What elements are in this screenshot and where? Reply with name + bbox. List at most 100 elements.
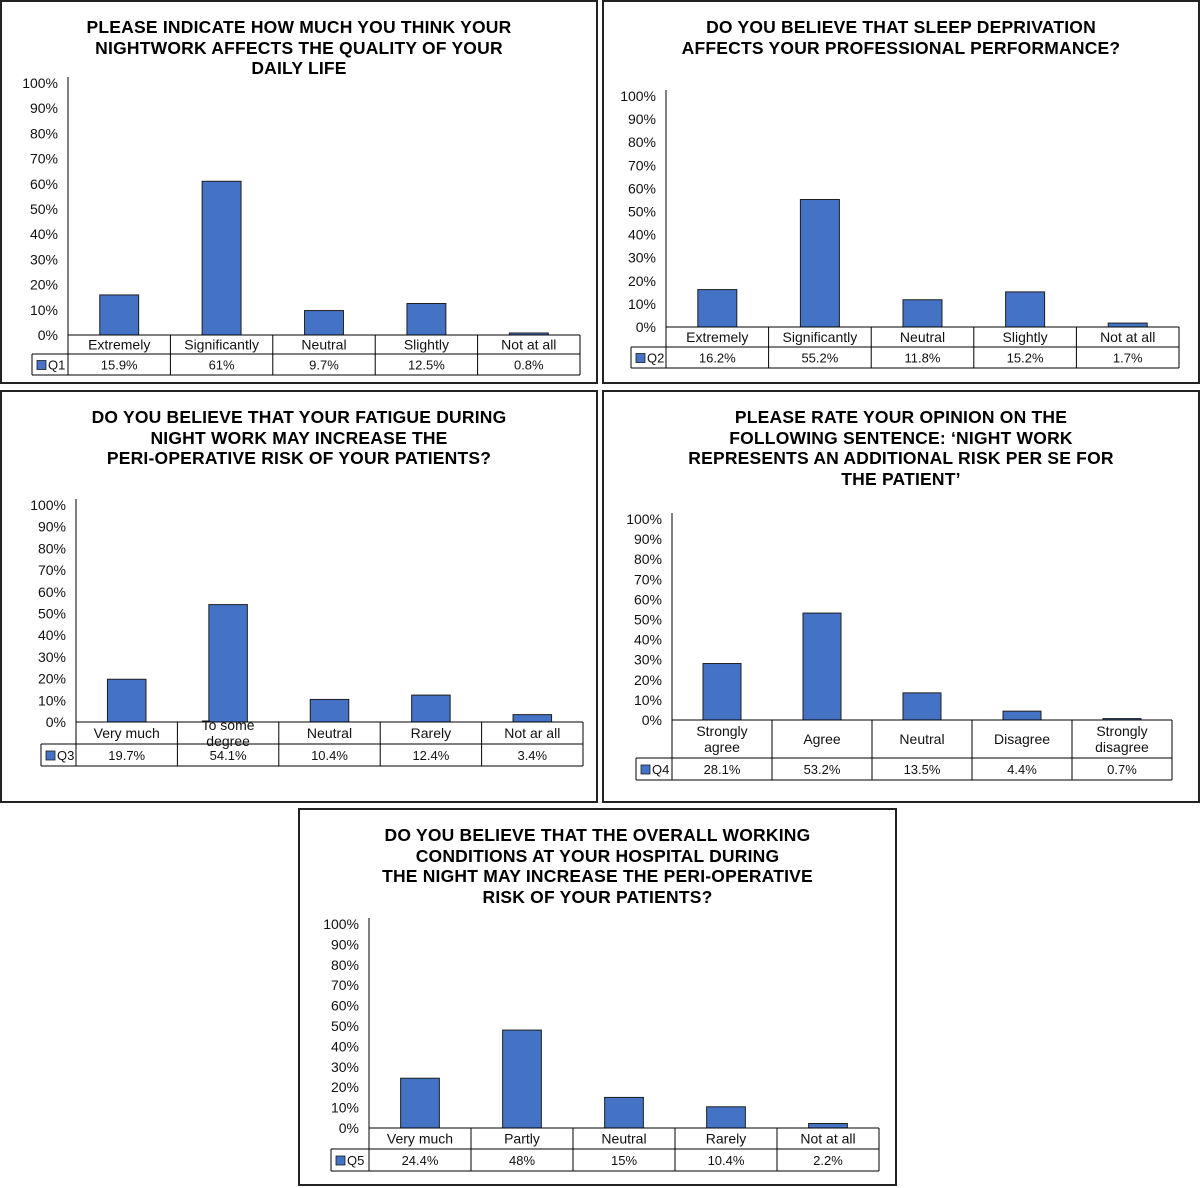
- y-tick-label: 50%: [628, 204, 656, 220]
- legend-label: Q3: [57, 748, 74, 763]
- bar: [1002, 710, 1042, 721]
- bar: [697, 289, 738, 328]
- bar: [702, 663, 742, 721]
- bar: [99, 294, 140, 336]
- y-tick-label: 30%: [30, 251, 58, 267]
- category-label: Not at all: [501, 337, 556, 353]
- y-tick-label: 0%: [642, 712, 662, 728]
- category-label: Very much: [387, 1131, 453, 1147]
- y-tick-label: 20%: [30, 277, 58, 293]
- legend-key: [335, 1155, 346, 1166]
- y-tick-label: 100%: [22, 75, 58, 91]
- category-label: Agree: [803, 731, 841, 747]
- category-label: Rarely: [706, 1131, 746, 1147]
- y-tick-label: 40%: [30, 226, 58, 242]
- y-tick-label: 80%: [331, 957, 359, 973]
- chart-title: PLEASE RATE YOUR OPINION ON THE FOLLOWIN…: [604, 407, 1198, 489]
- data-value-label: 4.4%: [1007, 762, 1037, 777]
- y-tick-label: 20%: [38, 671, 66, 687]
- category-label: Slightly: [404, 337, 449, 353]
- y-tick-label: 80%: [628, 134, 656, 150]
- data-value-label: 0.7%: [1107, 762, 1137, 777]
- category-label: Partly: [504, 1131, 540, 1147]
- bar: [706, 1106, 746, 1129]
- category-label: Significantly: [783, 329, 858, 345]
- category-label: Very much: [94, 725, 160, 741]
- y-tick-label: 30%: [634, 652, 662, 668]
- category-label: Neutral: [301, 337, 346, 353]
- chart-title-line: NIGHTWORK AFFECTS THE QUALITY OF YOUR: [95, 37, 503, 58]
- y-tick-label: 100%: [30, 497, 66, 513]
- y-tick-label: 60%: [628, 180, 656, 196]
- y-tick-label: 80%: [30, 125, 58, 141]
- y-tick-label: 80%: [634, 551, 662, 567]
- bar: [902, 692, 942, 721]
- category-label: Neutral: [601, 1131, 646, 1147]
- category-label: Neutral: [899, 731, 944, 747]
- y-tick-label: 90%: [628, 111, 656, 127]
- data-value-label: 48%: [509, 1153, 535, 1168]
- y-tick-label: 30%: [38, 649, 66, 665]
- bar: [304, 310, 344, 336]
- bar: [808, 1123, 848, 1129]
- data-value-label: 19.7%: [108, 748, 145, 763]
- bar: [604, 1096, 644, 1129]
- bar: [411, 694, 451, 723]
- category-label: Rarely: [411, 725, 451, 741]
- category-label: Disagree: [994, 731, 1050, 747]
- data-value-label: 3.4%: [517, 748, 547, 763]
- y-tick-label: 0%: [46, 714, 66, 730]
- chart-panel-q1: PLEASE INDICATE HOW MUCH YOU THINK YOUR …: [0, 0, 598, 384]
- bar: [502, 1029, 542, 1129]
- category-label: To some degree: [202, 717, 255, 749]
- data-value-label: 55.2%: [801, 351, 838, 366]
- data-value-label: 15.2%: [1007, 351, 1044, 366]
- data-value-label: 12.4%: [412, 748, 449, 763]
- chart-title: DO YOU BELIEVE THAT THE OVERALL WORKING …: [300, 825, 895, 907]
- category-label: Not at all: [1100, 329, 1155, 345]
- legend-label: Q4: [652, 762, 669, 777]
- chart-title-line: THE PATIENT’: [841, 468, 961, 489]
- data-value-label: 15%: [611, 1153, 637, 1168]
- y-tick-label: 70%: [30, 151, 58, 167]
- y-tick-label: 60%: [30, 176, 58, 192]
- bar: [1107, 322, 1148, 328]
- y-tick-label: 70%: [634, 571, 662, 587]
- y-tick-label: 90%: [38, 519, 66, 535]
- chart-title-line: RISK OF YOUR PATIENTS?: [482, 886, 713, 907]
- y-tick-label: 20%: [634, 672, 662, 688]
- bar-chart-q2: 0% 10% 20% 30% 40% 50% 60% 70% 80% 90% 100% Extreme…: [620, 88, 1180, 369]
- y-tick-label: 50%: [331, 1018, 359, 1034]
- data-value-label: 54.1%: [210, 748, 247, 763]
- category-label: Not at all: [800, 1131, 855, 1147]
- bar-chart-q3: 0% 10% 20% 30% 40% 50% 60% 70% 80% 90% 100% Very mu…: [30, 497, 584, 767]
- chart-title-line: FOLLOWING SENTENCE: ‘NIGHT WORK: [729, 427, 1073, 448]
- bar: [106, 678, 147, 723]
- data-value-label: 13.5%: [904, 762, 941, 777]
- category-label: Slightly: [1003, 329, 1048, 345]
- chart-title-line: PLEASE RATE YOUR OPINION ON THE: [734, 407, 1068, 427]
- y-tick-label: 40%: [331, 1038, 359, 1054]
- chart-panel-q4: PLEASE RATE YOUR OPINION ON THE FOLLOWIN…: [602, 390, 1200, 803]
- category-label: Extremely: [686, 329, 748, 345]
- y-tick-label: 70%: [38, 562, 66, 578]
- y-tick-label: 20%: [331, 1079, 359, 1095]
- data-value-label: 10.4%: [708, 1153, 745, 1168]
- legend-label: Q1: [48, 358, 65, 373]
- y-tick-label: 80%: [38, 540, 66, 556]
- y-tick-label: 0%: [38, 327, 58, 343]
- chart-title-line: DO YOU BELIEVE THAT YOUR FATIGUE DURING: [91, 407, 507, 427]
- y-tick-label: 40%: [634, 632, 662, 648]
- chart-title-line: THE NIGHT MAY INCREASE THE PERI-OPERATIV…: [382, 866, 813, 886]
- y-tick-label: 50%: [30, 201, 58, 217]
- data-value-label: 0.8%: [514, 358, 544, 373]
- chart-title-line: PLEASE INDICATE HOW MUCH YOU THINK YOUR: [86, 17, 512, 37]
- y-tick-label: 20%: [628, 273, 656, 289]
- bar: [1005, 291, 1046, 328]
- y-tick-label: 60%: [38, 584, 66, 600]
- bar: [309, 698, 350, 723]
- y-tick-label: 0%: [339, 1120, 359, 1136]
- legend-key: [635, 353, 646, 363]
- bar: [201, 180, 242, 336]
- category-label: Strongly agree: [696, 723, 747, 755]
